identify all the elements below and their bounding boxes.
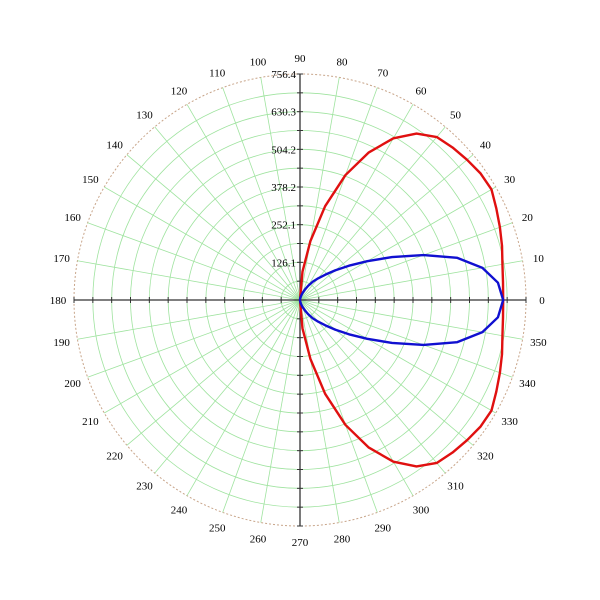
angle-label: 240 — [171, 505, 188, 517]
grid-spoke — [222, 299, 301, 513]
grid-spoke — [126, 299, 301, 446]
angle-label: 90 — [295, 53, 307, 65]
grid-spoke — [104, 186, 301, 301]
grid-spoke — [299, 186, 496, 301]
angle-label: 30 — [504, 174, 516, 186]
grid-spoke — [299, 299, 340, 523]
angle-label: 0 — [539, 295, 545, 307]
grid-spoke — [87, 299, 301, 378]
angle-label: 110 — [209, 68, 226, 80]
grid-spoke — [104, 299, 301, 414]
grid-spoke — [77, 260, 301, 301]
grid-spoke — [260, 299, 301, 523]
angle-label: 210 — [82, 416, 99, 428]
grid-spoke — [260, 77, 301, 301]
angle-label: 120 — [171, 85, 188, 97]
angle-label: 160 — [64, 212, 81, 224]
grid-spoke — [299, 299, 474, 446]
radial-tick-label: 756.4 — [271, 69, 296, 81]
grid-spoke — [299, 299, 513, 378]
grid-spoke — [77, 299, 301, 340]
angle-label: 80 — [337, 57, 349, 69]
angle-label: 200 — [64, 378, 81, 390]
angle-label: 10 — [533, 253, 545, 265]
angle-label: 140 — [106, 139, 123, 151]
angle-label: 20 — [522, 212, 534, 224]
angle-label: 270 — [292, 537, 309, 549]
radial-tick-label: 252.1 — [271, 220, 296, 232]
angle-label: 60 — [416, 85, 428, 97]
angle-label: 280 — [334, 533, 351, 545]
angle-label: 320 — [477, 451, 494, 463]
grid-spoke — [299, 126, 446, 301]
grid-spoke — [154, 126, 301, 301]
angle-label: 300 — [413, 505, 430, 517]
grid-spoke — [126, 154, 301, 301]
angle-label: 250 — [209, 522, 226, 534]
grid-spoke — [154, 299, 301, 474]
grid-spoke — [299, 299, 378, 513]
series-line-blue — [298, 253, 505, 347]
radial-tick-label: 126.1 — [271, 257, 296, 269]
angle-label: 310 — [447, 480, 464, 492]
grid-spoke — [299, 154, 474, 301]
angle-label: 150 — [82, 174, 99, 186]
angle-label: 220 — [106, 451, 123, 463]
angle-label: 130 — [136, 110, 153, 122]
angle-label: 350 — [530, 337, 547, 349]
grid-spoke — [299, 299, 496, 414]
angle-label: 230 — [136, 480, 153, 492]
grid-spoke — [299, 77, 340, 301]
angle-label: 40 — [480, 139, 492, 151]
angle-label: 100 — [250, 57, 267, 69]
angle-label: 50 — [450, 110, 462, 122]
radial-tick-label: 504.2 — [271, 144, 296, 156]
grid-spoke — [186, 299, 301, 496]
radial-tick-label: 630.3 — [271, 107, 296, 119]
grid-spoke — [299, 222, 513, 301]
grid-spoke — [299, 87, 378, 301]
grid-spoke — [299, 260, 523, 301]
angle-label: 70 — [377, 68, 389, 80]
angle-label: 340 — [519, 378, 536, 390]
grid-spoke — [299, 299, 523, 340]
label-layer: 126.1 252.1 378.2 504.2 630.3 756.4 0 10 20 30 40 5… — [50, 53, 547, 549]
angle-label: 260 — [250, 533, 267, 545]
grid-spoke — [87, 222, 301, 301]
angle-label: 330 — [501, 416, 518, 428]
angle-label: 170 — [53, 253, 70, 265]
series-layer — [298, 132, 505, 468]
grid-spoke — [186, 104, 301, 301]
grid-spoke — [222, 87, 301, 301]
radial-tick-label: 378.2 — [271, 182, 296, 194]
angle-label: 180 — [50, 295, 67, 307]
angle-label: 290 — [375, 522, 392, 534]
angle-label: 190 — [53, 337, 70, 349]
grid-spoke — [299, 299, 446, 474]
